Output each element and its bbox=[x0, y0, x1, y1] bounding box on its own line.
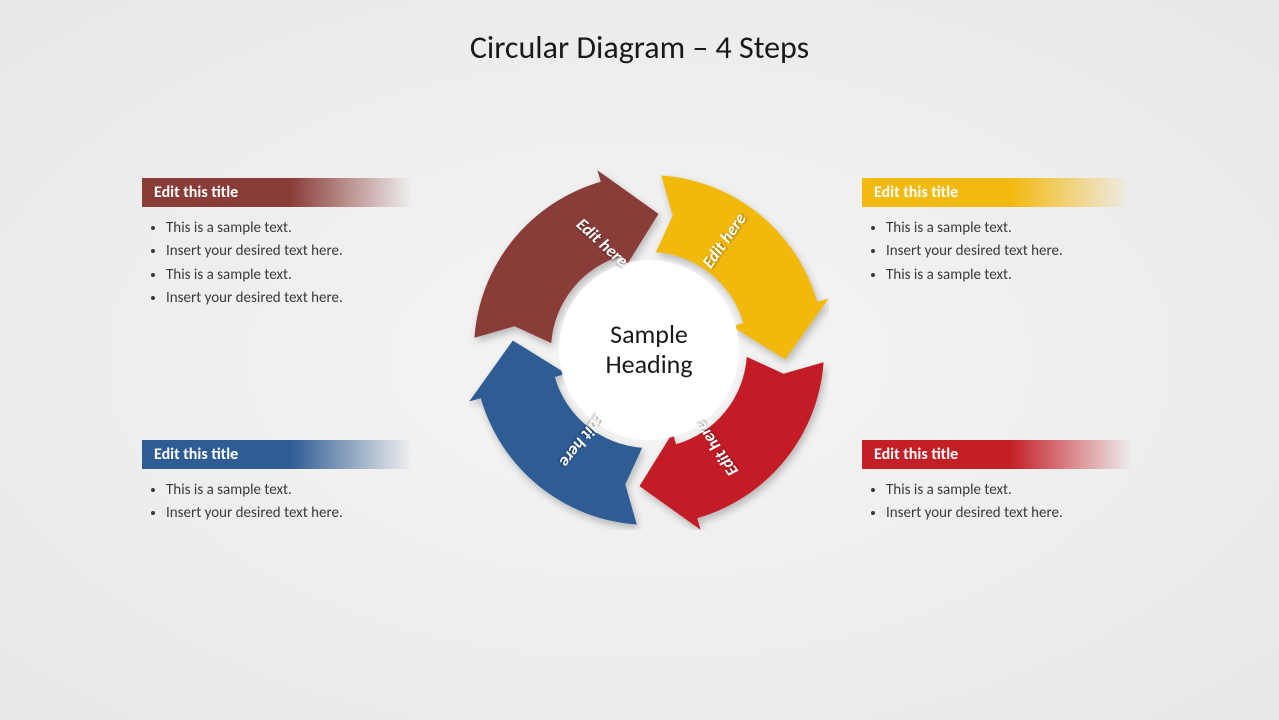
center-line2: Heading bbox=[605, 350, 692, 380]
bullet-item: This is a sample text. bbox=[886, 264, 1152, 287]
callout-title-tr: Edit this title bbox=[862, 178, 1132, 207]
callout-bullets-tl: This is a sample text.Insert your desire… bbox=[166, 217, 432, 310]
callout-title-br: Edit this title bbox=[862, 440, 1132, 469]
bullet-item: Insert your desired text here. bbox=[166, 240, 432, 263]
callout-title-tl: Edit this title bbox=[142, 178, 412, 207]
page-title: Circular Diagram – 4 Steps bbox=[0, 28, 1279, 67]
callout-top-left: Edit this title This is a sample text.In… bbox=[142, 178, 432, 310]
callout-top-right: Edit this title This is a sample text.In… bbox=[862, 178, 1152, 287]
callout-bullets-bl: This is a sample text.Insert your desire… bbox=[166, 479, 432, 526]
bullet-item: This is a sample text. bbox=[166, 479, 432, 502]
bullet-item: This is a sample text. bbox=[166, 217, 432, 240]
bullet-item: This is a sample text. bbox=[166, 264, 432, 287]
callout-bullets-br: This is a sample text.Insert your desire… bbox=[886, 479, 1152, 526]
center-heading: Sample Heading bbox=[605, 320, 692, 380]
callout-bottom-right: Edit this title This is a sample text.In… bbox=[862, 440, 1152, 526]
bullet-item: Insert your desired text here. bbox=[166, 502, 432, 525]
callout-title-bl: Edit this title bbox=[142, 440, 412, 469]
bullet-item: Insert your desired text here. bbox=[886, 240, 1152, 263]
bullet-item: This is a sample text. bbox=[886, 479, 1152, 502]
bullet-item: Insert your desired text here. bbox=[166, 287, 432, 310]
center-line1: Sample bbox=[605, 320, 692, 350]
callout-bottom-left: Edit this title This is a sample text.In… bbox=[142, 440, 432, 526]
bullet-item: Insert your desired text here. bbox=[886, 502, 1152, 525]
callout-bullets-tr: This is a sample text.Insert your desire… bbox=[886, 217, 1152, 287]
bullet-item: This is a sample text. bbox=[886, 217, 1152, 240]
circular-diagram: Sample Heading Edit here Edit here Edit … bbox=[469, 170, 829, 530]
